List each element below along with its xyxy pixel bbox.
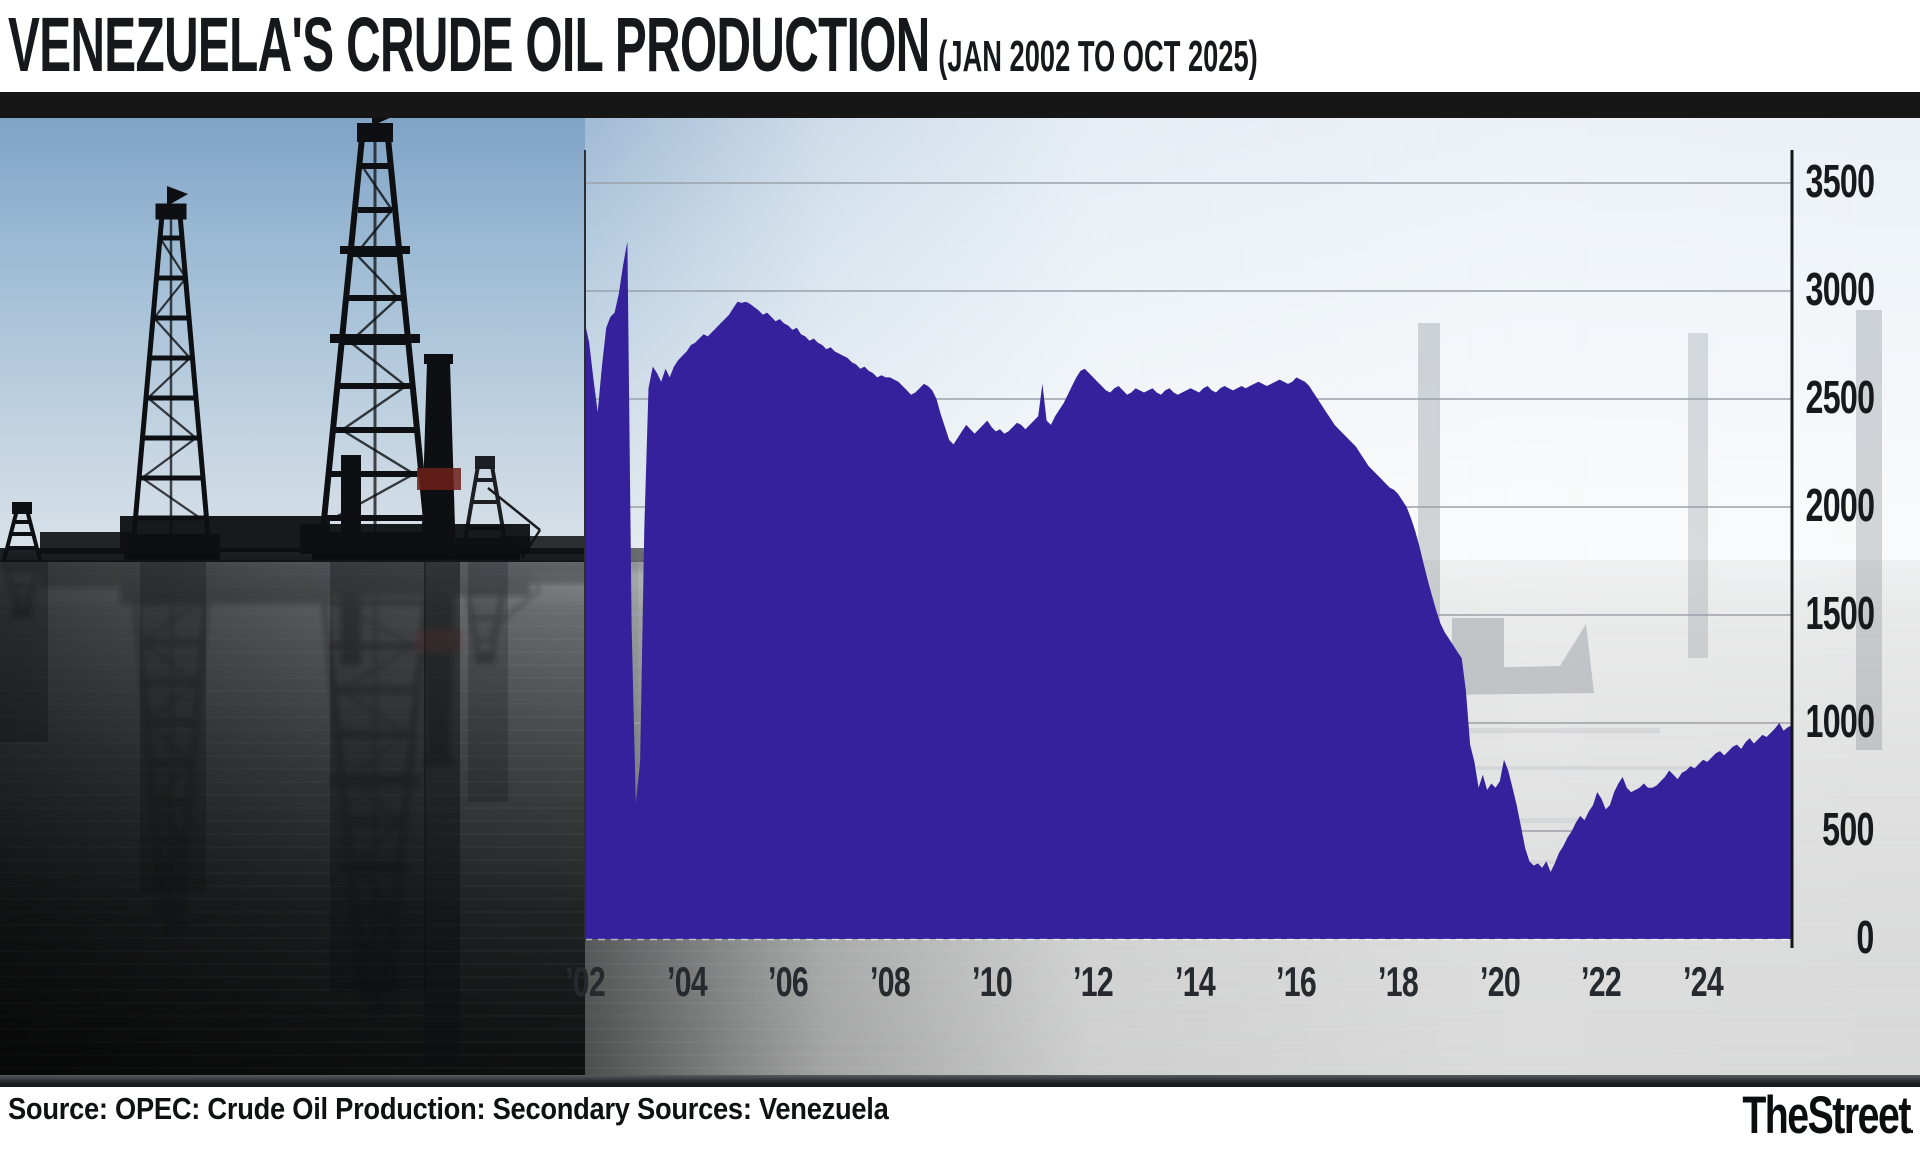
thestreet-logo: TheStreet. <box>1742 1085 1914 1146</box>
header-divider-bar <box>0 92 1920 118</box>
x-tick-label-2024: ’24 <box>1683 958 1724 1005</box>
ghost-ship-and-rigs <box>592 310 1882 892</box>
x-tick-label-2002: ’02 <box>565 958 606 1005</box>
x-tick-label-2022: ’22 <box>1581 958 1622 1005</box>
x-tick-label-2006: ’06 <box>768 958 809 1005</box>
y-tick-label-1500: 1500 <box>1805 586 1875 639</box>
y-tick-label-500: 500 <box>1822 802 1874 855</box>
y-tick-label-3500: 3500 <box>1805 154 1875 207</box>
x-tick-label-2008: ’08 <box>869 958 911 1005</box>
x-tick-label-2004: ’04 <box>666 958 708 1005</box>
source-attribution: Source: OPEC: Crude Oil Production: Seco… <box>8 1091 889 1126</box>
x-tick-label-2018: ’18 <box>1378 958 1419 1005</box>
footer-divider-bar <box>0 1075 1920 1087</box>
x-tick-label-2010: ’10 <box>971 958 1013 1005</box>
y-tick-label-3000: 3000 <box>1805 262 1875 315</box>
x-tick-label-2012: ’12 <box>1073 958 1114 1005</box>
x-tick-label-2014: ’14 <box>1174 958 1216 1005</box>
y-tick-label-0: 0 <box>1856 910 1875 963</box>
page-title: VENEZUELA'S CRUDE OIL PRODUCTION (JAN 200… <box>8 2 1258 88</box>
page-title-main: VENEZUELA'S CRUDE OIL PRODUCTION <box>8 2 930 88</box>
footer: Source: OPEC: Crude Oil Production: Seco… <box>0 1085 1920 1150</box>
y-tick-label-2000: 2000 <box>1805 478 1875 531</box>
background-photo <box>0 118 1920 1075</box>
y-tick-label-2500: 2500 <box>1805 370 1875 423</box>
x-tick-label-2016: ’16 <box>1276 958 1318 1005</box>
thestreet-logo-text: TheStreet <box>1742 1086 1911 1145</box>
page-title-range: (JAN 2002 TO OCT 2025) <box>938 32 1258 81</box>
x-tick-label-2020: ’20 <box>1479 958 1521 1005</box>
thestreet-logo-dot: . <box>1909 1116 1914 1138</box>
oil-rig-silhouettes <box>0 118 1920 1062</box>
y-tick-label-1000: 1000 <box>1805 694 1875 747</box>
